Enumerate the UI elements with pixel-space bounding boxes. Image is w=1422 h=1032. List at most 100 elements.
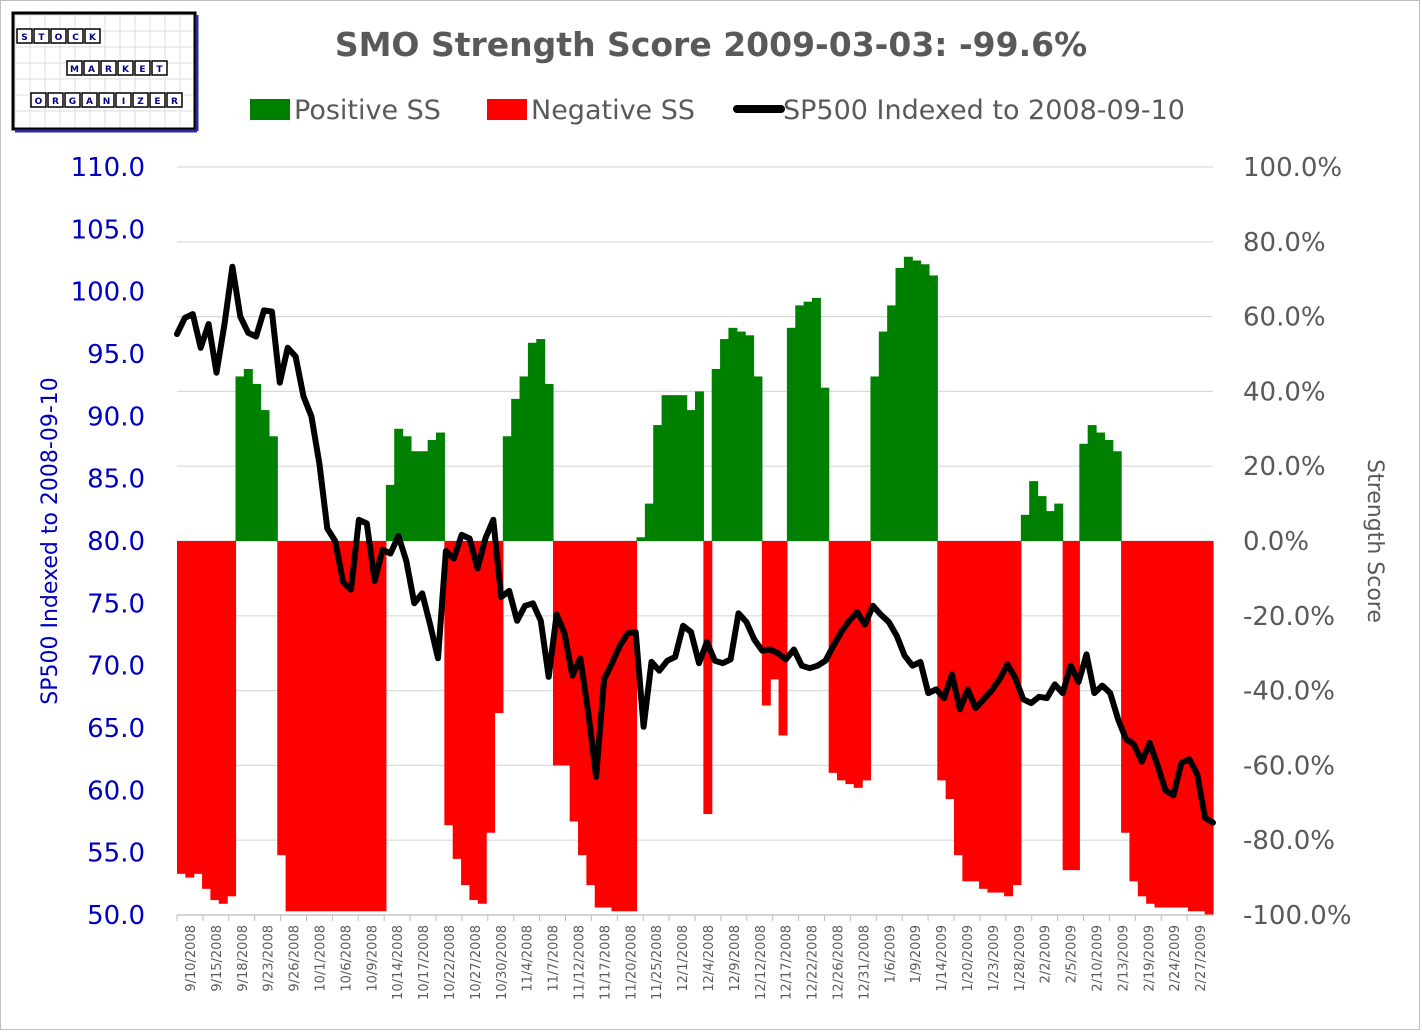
negative-ss-bar (945, 541, 955, 800)
positive-ss-bar (1054, 503, 1064, 541)
left-tick-label: 85.0 (87, 465, 145, 495)
x-tick-label: 12/26/2008 (831, 925, 846, 1000)
negative-ss-bar (995, 541, 1005, 893)
negative-ss-bar (987, 541, 997, 893)
logo-letter-box (16, 28, 33, 44)
positive-ss-bar (268, 436, 278, 541)
positive-ss-bar (686, 410, 696, 541)
logo-letter-box (30, 92, 47, 108)
positive-ss-bar (887, 305, 897, 541)
positive-ss-bar (536, 339, 546, 541)
logo-letter: S (21, 33, 27, 43)
positive-ss-bar (644, 503, 654, 541)
positive-ss-bar (402, 436, 412, 541)
negative-ss-bar (962, 541, 972, 882)
negative-ss-bar (1062, 541, 1072, 871)
right-tick-label: -40.0% (1243, 677, 1335, 707)
positive-ss-bar (903, 256, 913, 541)
positive-ss-bar (678, 395, 688, 541)
x-tick-label: 1/23/2009 (987, 925, 1002, 992)
negative-ss-bar (1179, 541, 1189, 908)
right-tick-label: -60.0% (1243, 751, 1335, 781)
logo-letter-box (117, 60, 134, 76)
x-tick-label: 2/10/2009 (1090, 925, 1105, 992)
logo-letter-box (47, 92, 64, 108)
logo-letter-box (66, 60, 83, 76)
x-tick-label: 10/6/2008 (339, 925, 354, 992)
right-tick-label: 60.0% (1243, 303, 1326, 333)
x-tick-label: 9/15/2008 (210, 925, 225, 992)
x-tick-label: 12/22/2008 (806, 925, 821, 1000)
negative-ss-bar (360, 541, 370, 912)
logo-letter: Z (137, 97, 144, 107)
positive-ss-bar (419, 451, 429, 541)
negative-ss-bar (327, 541, 337, 912)
left-tick-label: 105.0 (71, 215, 145, 245)
left-axis-title: SP500 Indexed to 2008-09-10 (38, 377, 63, 705)
right-axis-ticks: 100.0% 80.0% 60.0% 40.0% 20.0% 0.0% -20.0% -40.… (1243, 153, 1352, 931)
negative-ss-bar (1121, 541, 1131, 833)
negative-ss-bar (828, 541, 838, 773)
x-tick-label: 11/17/2008 (598, 925, 613, 1000)
positive-ss-bar (895, 267, 905, 541)
logo-letter-box (84, 28, 101, 44)
right-tick-label: -80.0% (1243, 826, 1335, 856)
positive-ss-bar (511, 398, 521, 541)
left-axis-ticks: 110.0 105.0 100.0 95.0 90.0 85.0 80.0 75.0 70.0 6… (71, 153, 145, 931)
negative-ss-bar (193, 541, 203, 874)
positive-ss-bar (1104, 440, 1114, 541)
x-tick-label: 9/26/2008 (288, 925, 303, 992)
negative-ss-bar (845, 541, 855, 785)
negative-ss-bar (444, 541, 454, 826)
negative-ss-bar (277, 541, 287, 856)
logo-letter-box (83, 60, 100, 76)
left-tick-label: 70.0 (87, 652, 145, 682)
positive-ss-bar (820, 387, 830, 541)
positive-ss-bar (753, 376, 763, 541)
negative-ss-bar (335, 541, 345, 912)
negative-ss-bar (1171, 541, 1181, 908)
x-axis-ticks: 9/10/2008 9/15/2008 9/18/2008 9/23/2008 9/26… (176, 915, 1209, 1000)
positive-ss-bar (385, 484, 395, 541)
positive-ss-bar (711, 368, 721, 541)
left-tick-label: 110.0 (71, 153, 145, 183)
strength-score-bars (177, 256, 1214, 915)
x-tick-label: 1/20/2009 (961, 925, 976, 992)
negative-ss-bar (611, 541, 621, 912)
positive-ss-bar (878, 331, 888, 541)
negative-ss-bar (210, 541, 220, 901)
legend-swatch (250, 99, 290, 120)
x-tick-label: 1/9/2009 (909, 925, 924, 983)
logo-letter: I (122, 97, 125, 107)
positive-ss-bar (912, 260, 922, 541)
negative-ss-bar (469, 541, 479, 901)
positive-ss-bar (1037, 496, 1047, 541)
negative-ss-bar (937, 541, 947, 781)
negative-ss-bar (494, 541, 504, 714)
left-tick-label: 65.0 (87, 714, 145, 744)
negative-ss-bar (227, 541, 237, 897)
negative-ss-bar (477, 541, 487, 904)
legend-swatch (487, 99, 527, 120)
logo-letter: T (156, 65, 163, 75)
positive-ss-bar (636, 537, 646, 541)
left-tick-label: 55.0 (87, 839, 145, 869)
negative-ss-bar (218, 541, 228, 904)
positive-ss-bar (1112, 451, 1122, 541)
logo-letter: N (103, 97, 111, 107)
x-tick-label: 9/23/2008 (262, 925, 277, 992)
x-tick-label: 1/14/2009 (935, 925, 950, 992)
negative-ss-bar (628, 541, 638, 912)
right-axis-title: Strength Score (1362, 459, 1387, 623)
positive-ss-bar (803, 301, 813, 541)
positive-ss-bar (1096, 432, 1105, 541)
positive-ss-bar (795, 305, 805, 541)
logo-letter: R (105, 65, 112, 75)
logo-letter: K (89, 33, 97, 43)
negative-ss-bar (979, 541, 989, 889)
left-tick-label: 50.0 (87, 901, 145, 931)
x-tick-label: 2/13/2009 (1116, 925, 1131, 992)
negative-ss-bar (578, 541, 587, 856)
left-tick-label: 80.0 (87, 527, 145, 557)
